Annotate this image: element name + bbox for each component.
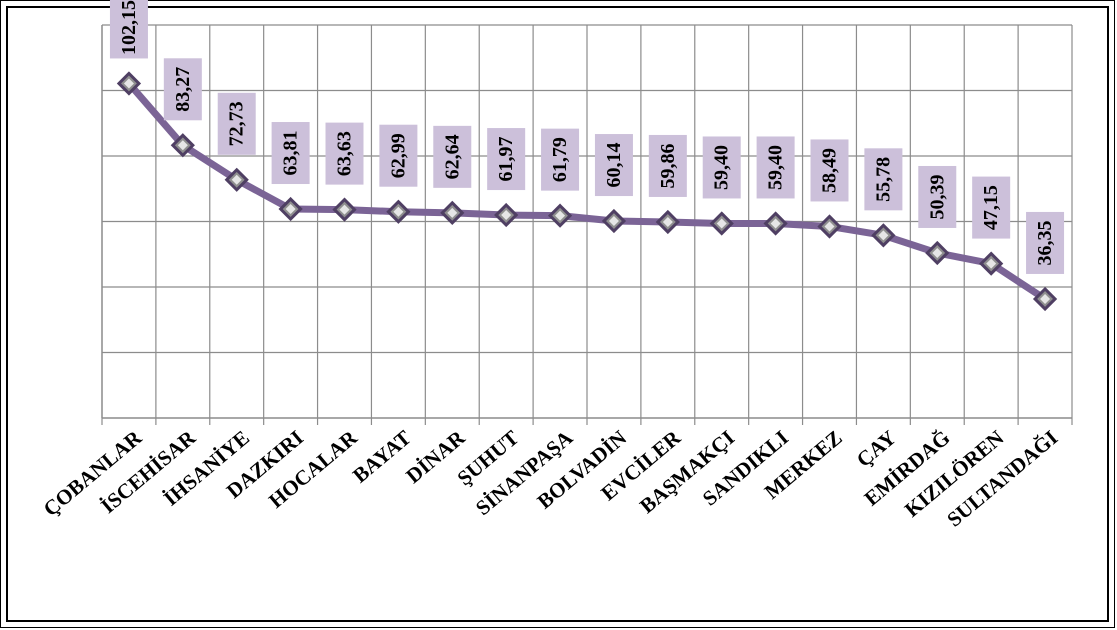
data-point-marker (871, 223, 896, 248)
data-point-marker (332, 197, 357, 222)
data-point-marker (116, 71, 142, 96)
data-label-text: 60,14 (603, 143, 625, 188)
data-label-background (325, 122, 364, 185)
data-label-background (810, 139, 849, 202)
data-point-marker (925, 240, 950, 266)
data-label: 102,15 (109, 0, 148, 59)
marker-highlight (986, 258, 997, 269)
data-point-marker (494, 202, 519, 228)
data-label: 62,99 (379, 124, 418, 187)
data-point-marker (979, 251, 1004, 276)
data-label-background (918, 165, 957, 228)
data-point-marker (817, 214, 842, 239)
marker-highlight (177, 140, 188, 151)
data-label: 63,81 (271, 122, 310, 185)
axes (101, 25, 1073, 425)
marker-highlight (555, 210, 566, 221)
data-label-text: 61,97 (495, 137, 517, 182)
marker-highlight (770, 218, 781, 229)
data-label: 72,73 (217, 92, 256, 155)
data-label-text: 61,79 (549, 137, 571, 182)
data-label: 36,35 (1026, 211, 1065, 274)
data-point-marker (655, 209, 680, 235)
data-label-text: 83,27 (172, 67, 194, 112)
data-label: 59,40 (702, 136, 741, 199)
data-point-marker (709, 211, 734, 236)
marker-highlight (932, 247, 943, 258)
data-label-text: 62,99 (387, 133, 409, 178)
data-label: 55,78 (864, 148, 903, 211)
chart-inner-frame (6, 6, 1109, 622)
data-label: 61,79 (541, 128, 580, 191)
data-label-background (972, 176, 1011, 239)
marker-highlight (608, 216, 619, 227)
marker-highlight (231, 174, 242, 185)
marker-highlight (878, 230, 889, 241)
data-point-marker (440, 200, 465, 225)
marker-highlight (393, 206, 404, 217)
data-label-text: 62,64 (441, 134, 463, 179)
data-label-background (379, 124, 418, 187)
marker-highlight (447, 207, 458, 218)
data-label-text: 59,40 (711, 145, 733, 190)
data-label-text: 58,49 (819, 148, 841, 193)
data-label-text: 63,63 (334, 131, 356, 176)
marker-highlight (662, 216, 673, 227)
data-label-text: 47,15 (980, 185, 1002, 230)
marker-highlight (824, 221, 835, 232)
data-label-background (648, 134, 687, 197)
data-label-background (163, 58, 202, 121)
data-label-background (756, 136, 795, 199)
data-label-text: 59,40 (765, 145, 787, 190)
data-label: 83,27 (163, 58, 202, 121)
marker-highlight (123, 78, 134, 89)
marker-highlight (339, 204, 350, 215)
marker-highlight (716, 218, 727, 229)
data-label: 58,49 (810, 139, 849, 202)
data-point-marker (170, 133, 195, 158)
data-label-text: 59,86 (657, 143, 679, 188)
data-point-marker (1032, 286, 1058, 312)
data-label-text: 72,73 (226, 101, 248, 146)
x-axis-tick-labels: ÇOBANLARİSCEHİSARİHSANİYEDAZKIRIHOCALARB… (39, 425, 1063, 532)
data-label: 59,40 (756, 136, 795, 199)
marker-highlight (1040, 293, 1051, 304)
data-label-background (433, 125, 472, 188)
data-label-text: 36,35 (1034, 220, 1056, 265)
marker-highlight (501, 210, 512, 221)
data-point-marker (601, 208, 627, 234)
data-label-background (487, 128, 526, 191)
data-label-background (541, 128, 580, 191)
data-label-background (1026, 211, 1065, 274)
data-label: 61,97 (487, 128, 526, 191)
data-labels: 102,15 83,27 72,73 63,81 63,63 62,99 62,64 61,9… (109, 0, 1065, 274)
data-label: 63,63 (325, 122, 364, 185)
x-tick-label: BAYAT (348, 425, 416, 487)
data-label-background (594, 134, 633, 197)
data-label-text: 63,81 (280, 131, 302, 176)
data-point-marker (547, 203, 573, 228)
data-label-background (109, 0, 148, 59)
data-label-background (864, 148, 903, 211)
data-label: 60,14 (594, 134, 633, 197)
series-markers (116, 71, 1058, 312)
data-label-text: 55,78 (872, 157, 894, 202)
data-point-marker (386, 199, 411, 224)
marker-highlight (285, 204, 296, 215)
data-label-background (217, 92, 256, 155)
data-label: 59,86 (648, 134, 687, 197)
data-point-marker (224, 167, 249, 192)
data-label-text: 102,15 (118, 0, 140, 55)
data-label-text: 50,39 (926, 174, 948, 219)
data-label-background (702, 136, 741, 199)
data-label: 50,39 (918, 165, 957, 228)
data-label: 47,15 (972, 176, 1011, 239)
data-label: 62,64 (433, 125, 472, 188)
data-point-marker (763, 211, 788, 236)
data-label-background (271, 122, 310, 185)
data-point-marker (278, 196, 303, 222)
